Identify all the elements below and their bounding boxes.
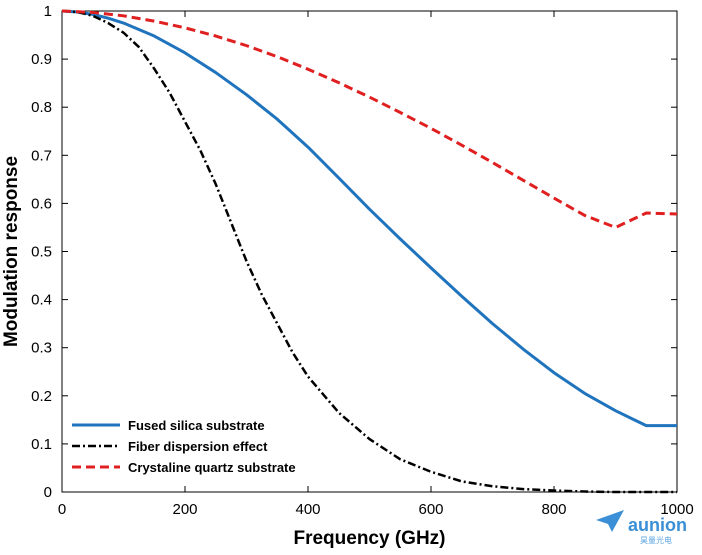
x-tick-label: 600 bbox=[418, 501, 443, 518]
series-line-2 bbox=[61, 9, 677, 494]
legend-label-2: Fiber dispersion effect bbox=[128, 439, 268, 454]
y-tick-label: 0.7 bbox=[31, 147, 52, 164]
series-layer bbox=[61, 9, 678, 494]
x-tick-label: 0 bbox=[58, 501, 66, 518]
watermark-text: aunion bbox=[628, 515, 687, 535]
y-tick-label: 0.9 bbox=[31, 51, 52, 68]
y-tick-label: 0.4 bbox=[31, 292, 52, 309]
x-tick-label: 400 bbox=[295, 501, 320, 518]
series-line-1 bbox=[61, 9, 677, 428]
y-axis-title: Modulation response bbox=[1, 156, 22, 347]
watermark-subtext: 昊量光电 bbox=[640, 535, 672, 545]
x-tick-label: 1000 bbox=[660, 501, 693, 518]
x-tick-label: 800 bbox=[541, 501, 566, 518]
x-tick-label: 200 bbox=[172, 501, 197, 518]
y-tick-label: 1 bbox=[44, 3, 52, 20]
x-axis-title: Frequency (GHz) bbox=[293, 528, 445, 549]
y-tick-label: 0.5 bbox=[31, 244, 52, 261]
legend: Fused silica substrate Fiber dispersion e… bbox=[72, 418, 296, 475]
y-tick-label: 0.2 bbox=[31, 388, 52, 405]
y-tick-label: 0.8 bbox=[31, 99, 52, 116]
y-tick-label: 0.6 bbox=[31, 195, 52, 212]
y-tick-label: 0.3 bbox=[31, 340, 52, 357]
legend-label-1: Fused silica substrate bbox=[128, 418, 265, 433]
legend-label-3: Crystaline quartz substrate bbox=[128, 460, 296, 475]
y-tick-label: 0 bbox=[44, 484, 52, 501]
series-line-3 bbox=[61, 9, 678, 229]
paper-plane-icon bbox=[596, 510, 624, 532]
y-tick-label: 0.1 bbox=[31, 436, 52, 453]
axes: 0 200 400 600 800 1000 0 0.1 0.2 0.3 0.4 0.5 0.6 0.7 0… bbox=[31, 3, 694, 518]
watermark-logo: aunion 昊量光电 bbox=[596, 510, 687, 545]
